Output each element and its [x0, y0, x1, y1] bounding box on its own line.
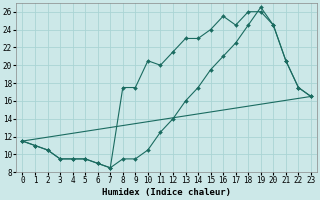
- X-axis label: Humidex (Indice chaleur): Humidex (Indice chaleur): [102, 188, 231, 197]
